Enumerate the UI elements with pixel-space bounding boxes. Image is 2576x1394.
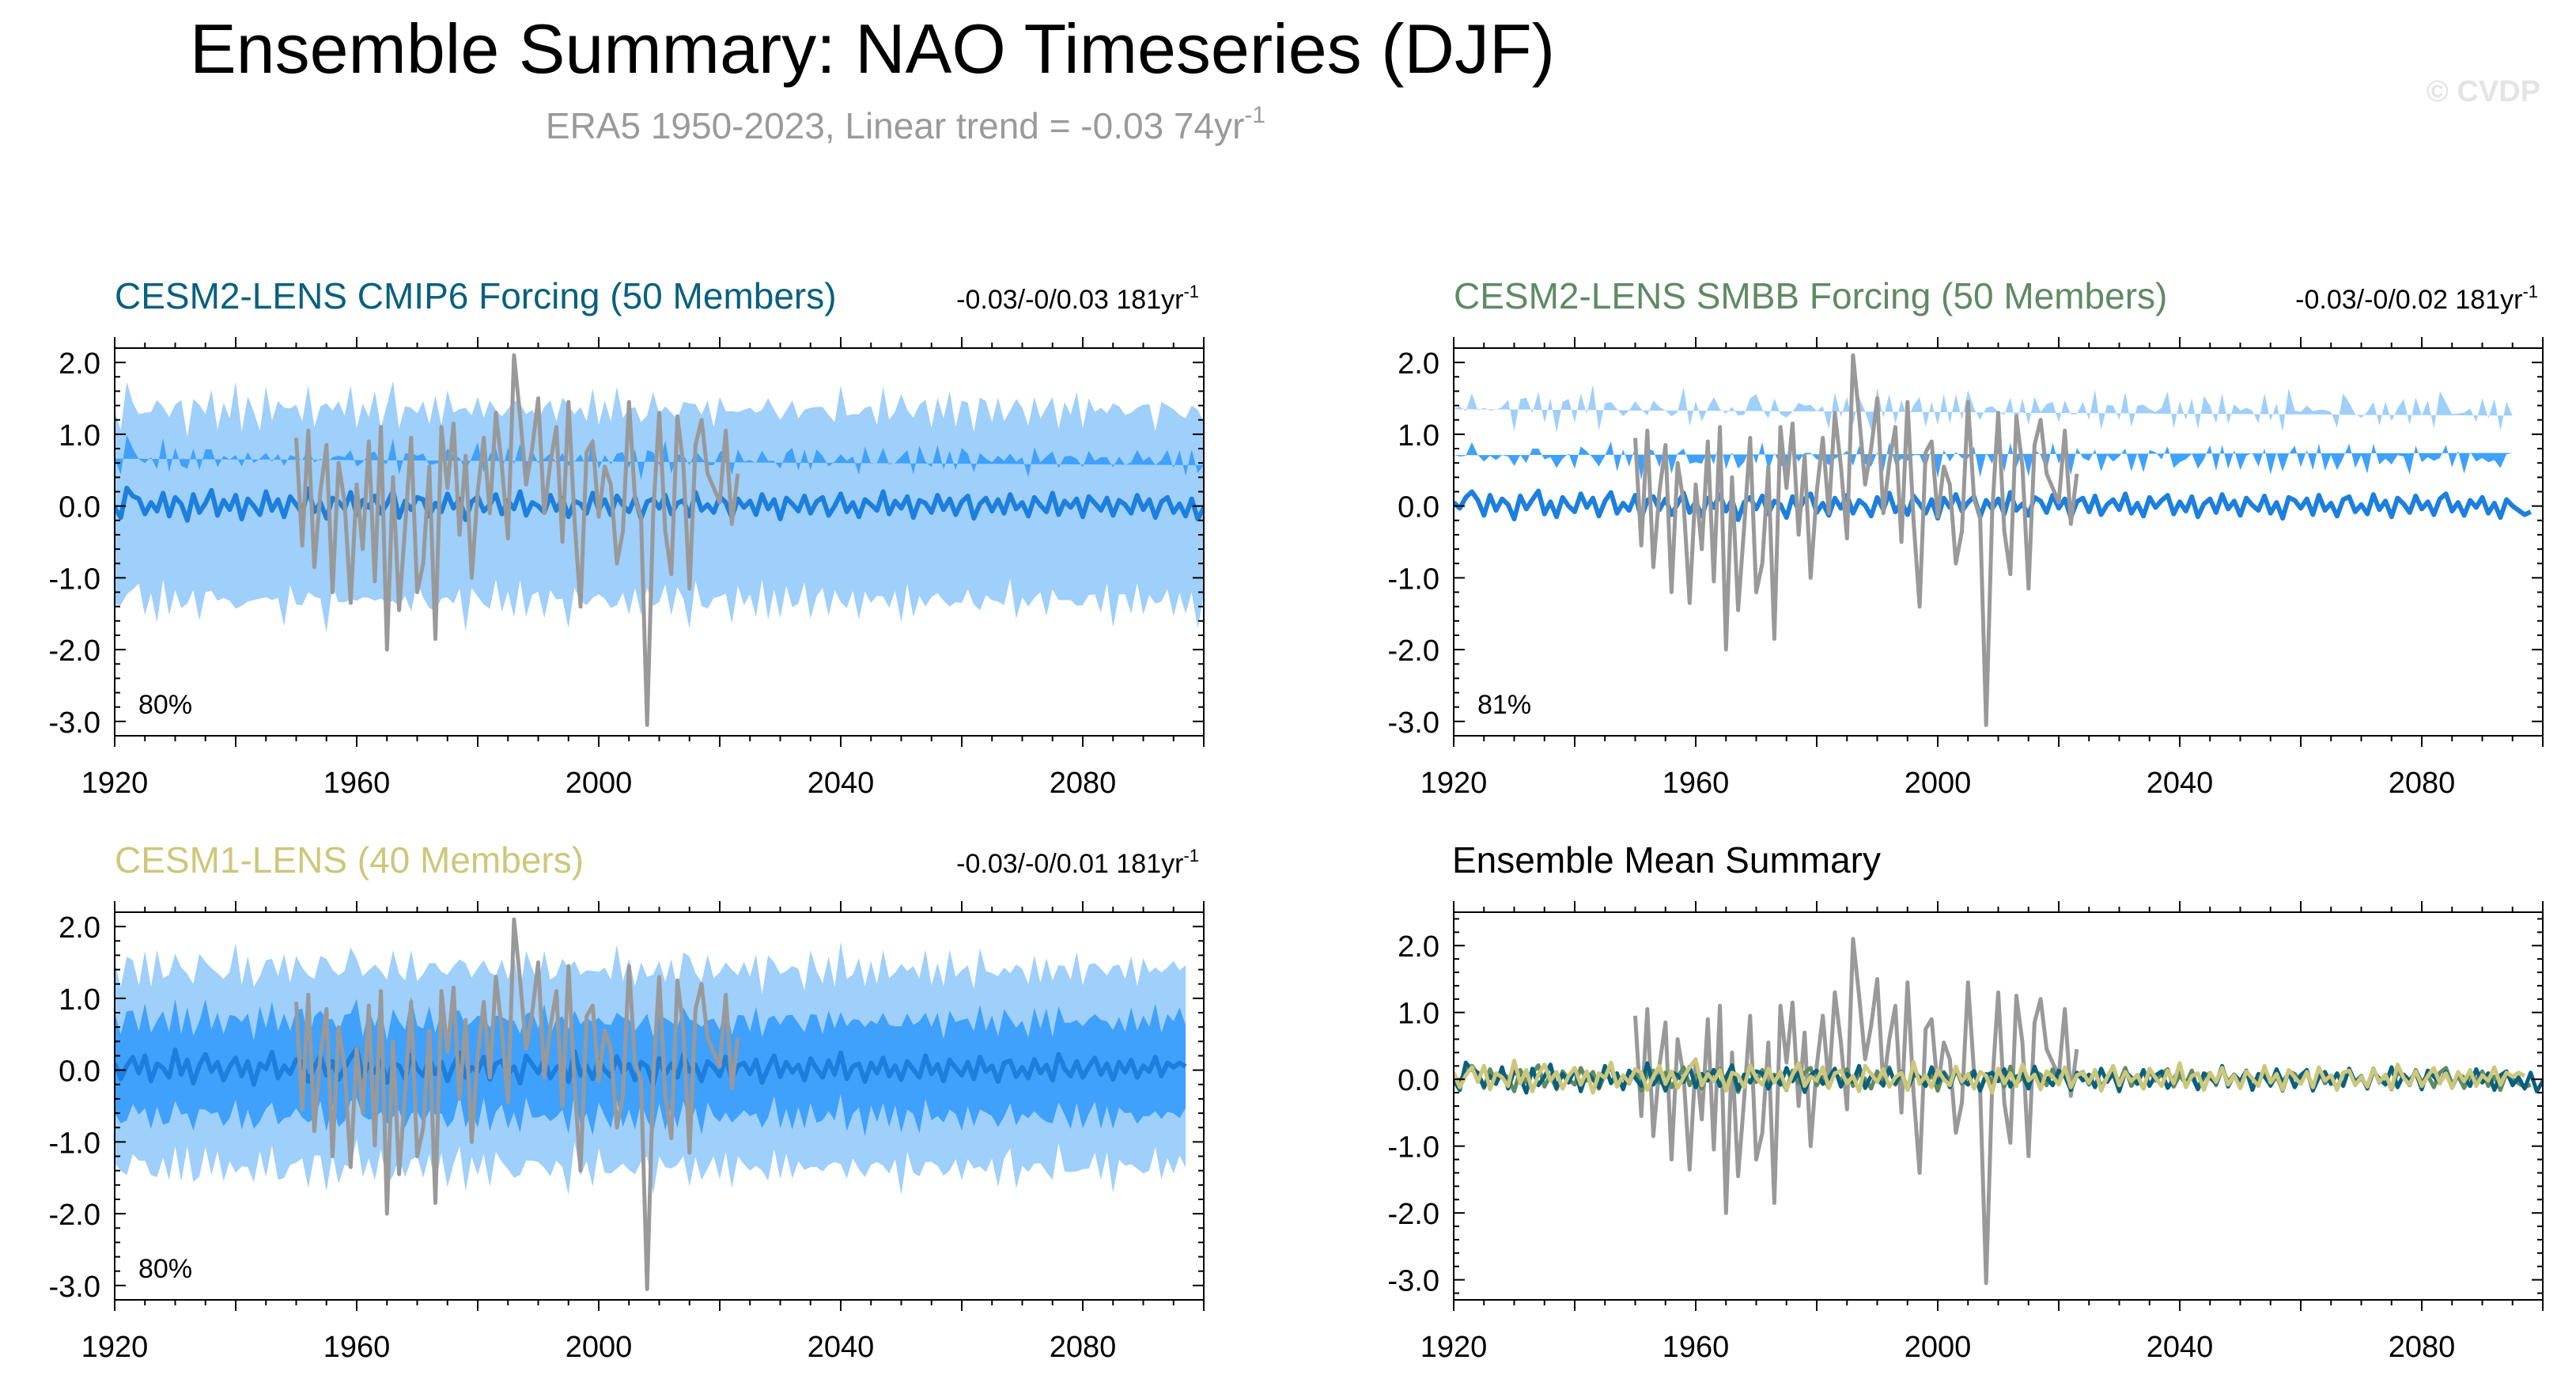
- inner-percentile-band: [115, 434, 1204, 480]
- y-tick-label: -3.0: [1388, 706, 1439, 740]
- x-tick-label: 2040: [2147, 1331, 2214, 1364]
- figure-title: Ensemble Summary: NAO Timeseries (DJF): [190, 9, 1555, 88]
- era5-observed-line-era5: [294, 353, 740, 727]
- figure-subtitle-sup: -1: [1244, 102, 1265, 128]
- x-tick-label: 1960: [1662, 1331, 1730, 1364]
- era5-observed-line-era5: [294, 917, 740, 1291]
- plot-frame: [1453, 347, 2544, 737]
- watermark: © CVDP: [2427, 75, 2540, 108]
- panel-title: CESM2-LENS CMIP6 Forcing (50 Members): [115, 275, 837, 316]
- y-tick-label: -2.0: [1388, 1198, 1439, 1231]
- y-tick-label: 2.0: [1398, 930, 1439, 964]
- y-tick-label: -3.0: [49, 706, 100, 740]
- trend-text: -0.03/-0/0.01 181yr-1: [956, 846, 1199, 879]
- y-tick-label: 2.0: [59, 347, 100, 381]
- era5-observed-line-era5: [1633, 937, 2079, 1286]
- trend-text: -0.03/-0/0.03 181yr-1: [956, 282, 1199, 315]
- y-tick-label: -1.0: [1388, 1131, 1439, 1165]
- x-tick-label: 1960: [1662, 767, 1730, 800]
- x-tick-label: 1920: [1420, 767, 1488, 800]
- x-tick-label: 2000: [1905, 1331, 1972, 1364]
- y-tick-label: 1.0: [59, 983, 100, 1017]
- x-tick-label: 2000: [566, 767, 633, 800]
- ensemble-mean-line-ensemble-mean: [115, 1046, 1187, 1087]
- plot-area: [1454, 937, 2543, 1286]
- panel-title: Ensemble Mean Summary: [1452, 839, 1881, 881]
- x-tick-label: 2040: [808, 1331, 875, 1364]
- inner-percentile-band: [1454, 439, 2513, 480]
- x-tick-label: 2040: [2147, 767, 2214, 800]
- x-tick-label: 1920: [81, 1331, 149, 1364]
- x-tick-label: 2040: [808, 767, 875, 800]
- y-tick-label: -3.0: [49, 1271, 100, 1304]
- percentage-label: 81%: [1477, 690, 1531, 720]
- x-tick-label: 1960: [323, 1331, 391, 1364]
- y-tick-label: 2.0: [1398, 347, 1439, 381]
- x-tick-label: 1920: [1420, 1331, 1488, 1364]
- x-tick-label: 1920: [81, 767, 149, 800]
- x-tick-label: 2080: [1050, 1331, 1117, 1364]
- y-tick-label: -2.0: [49, 634, 100, 668]
- x-tick-label: 2080: [2389, 767, 2456, 800]
- y-tick-label: 0.0: [1398, 491, 1439, 525]
- panel-ensemble-mean-summary: 2.0 1.0 0.0 -1.0 -2.0 -3.0 1920 1960 2000 2040 208…: [1388, 839, 2544, 1364]
- trend-text-sup: -1: [1183, 846, 1199, 866]
- y-tick-label: -3.0: [1388, 1265, 1439, 1298]
- ensemble-mean-line-cesm1-lens: [1454, 1057, 2526, 1095]
- x-tick-label: 2080: [1050, 767, 1117, 800]
- panel-title: CESM1-LENS (40 Members): [115, 839, 584, 881]
- y-tick-label: -1.0: [1388, 563, 1439, 596]
- y-tick-label: -1.0: [49, 1127, 100, 1160]
- percentage-label: 80%: [138, 1254, 192, 1284]
- y-tick-label: 1.0: [1398, 419, 1439, 453]
- era5-observed-line-era5: [1633, 353, 2079, 727]
- percentage-label: 80%: [138, 690, 192, 720]
- panel-cesm1: 2.0 1.0 0.0 -1.0 -2.0 -3.0 1920 1960 2000 2040 208…: [49, 839, 1205, 1364]
- y-tick-label: 0.0: [1398, 1064, 1439, 1097]
- figure-subtitle: ERA5 1950-2023, Linear trend = -0.03 74y…: [546, 102, 1265, 146]
- y-tick-label: 2.0: [59, 911, 100, 945]
- x-tick-label: 2080: [2389, 1331, 2456, 1364]
- y-tick-label: 1.0: [59, 419, 100, 453]
- trend-text-main: -0.03/-0/0.01 181yr: [956, 849, 1183, 879]
- outer-percentile-band: [1454, 384, 2513, 434]
- panel-cesm2-smbb: 2.0 1.0 0.0 -1.0 -2.0 -3.0 1920 1960 2000 2040 208…: [1388, 275, 2544, 800]
- plot-frame: [1453, 911, 2544, 1301]
- trend-text: -0.03/-0/0.02 181yr-1: [2295, 282, 2538, 315]
- trend-text-sup: -1: [2522, 282, 2538, 301]
- y-tick-label: -1.0: [49, 563, 100, 596]
- y-tick-label: 1.0: [1398, 998, 1439, 1031]
- plot-area: [115, 917, 1187, 1291]
- plot-area: [115, 353, 1204, 727]
- trend-text-sup: -1: [1183, 282, 1199, 301]
- y-tick-label: -2.0: [1388, 634, 1439, 668]
- panel-title: CESM2-LENS SMBB Forcing (50 Members): [1454, 275, 2167, 316]
- trend-text-main: -0.03/-0/0.03 181yr: [956, 285, 1183, 315]
- y-tick-label: 0.0: [59, 491, 100, 525]
- trend-text-main: -0.03/-0/0.02 181yr: [2295, 285, 2522, 315]
- x-tick-label: 1960: [323, 767, 391, 800]
- plot-area: [1454, 353, 2532, 727]
- y-tick-label: -2.0: [49, 1199, 100, 1232]
- figure-subtitle-main: ERA5 1950-2023, Linear trend = -0.03 74y…: [546, 105, 1245, 146]
- panel-cesm2-cmip6: 2.0 1.0 0.0 -1.0 -2.0 -3.0 1920 1960 2000 2040 208…: [49, 275, 1205, 800]
- y-tick-label: 0.0: [59, 1055, 100, 1089]
- x-tick-label: 2000: [566, 1331, 633, 1364]
- x-tick-label: 2000: [1905, 767, 1972, 800]
